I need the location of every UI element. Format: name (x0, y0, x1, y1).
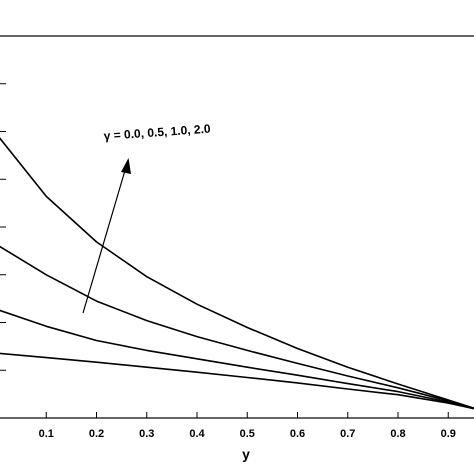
x-axis-ticks: 0.1 0.2 0.3 0.4 0.5 0.6 0.7 0.8 0.9 (39, 412, 456, 440)
x-tick-label: 0.2 (89, 428, 104, 440)
series-line-1 (0, 352, 474, 410)
plot-frame (0, 35, 474, 419)
x-tick-label: 0.3 (139, 428, 154, 440)
gamma-arrow-head (121, 158, 131, 174)
x-axis-label: y (242, 446, 250, 462)
x-tick-label: 0.7 (340, 428, 355, 440)
series-line-3 (0, 245, 474, 410)
x-tick-label: 0.6 (290, 428, 305, 440)
x-tick-label: 0.9 (441, 428, 456, 440)
gamma-annotation: γ = 0.0, 0.5, 1.0, 2.0 (103, 122, 211, 143)
series-line-4 (0, 137, 474, 410)
gamma-arrow-shaft (82, 166, 127, 314)
x-tick-label: 0.1 (39, 428, 54, 440)
series-line-2 (0, 309, 474, 410)
x-tick-label: 0.8 (390, 428, 405, 440)
x-tick-label: 0.5 (240, 428, 255, 440)
x-tick-label: 0.4 (189, 428, 205, 440)
series-group (0, 137, 474, 410)
y-axis-ticks (0, 83, 6, 371)
